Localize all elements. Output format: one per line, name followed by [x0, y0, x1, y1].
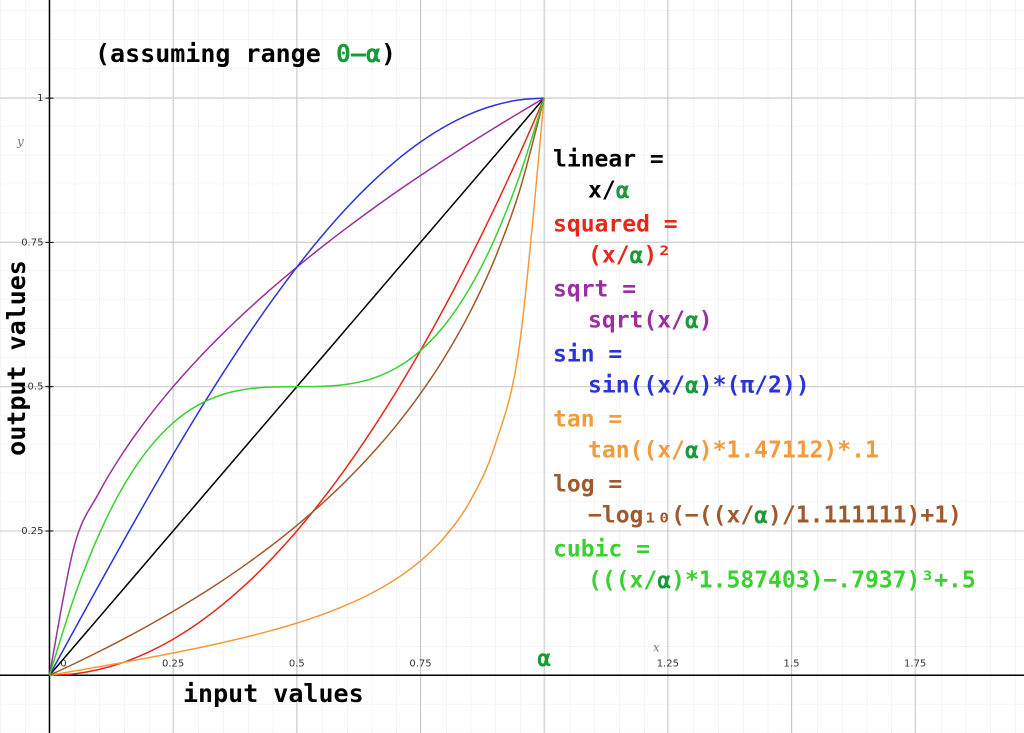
x-axis-label: x [653, 641, 660, 655]
x-tick-label: 1.5 [784, 658, 800, 669]
y-tick-label: 0.5 [28, 382, 44, 393]
y-axis-label: y [16, 135, 24, 149]
x-axis-title: input values [183, 679, 364, 708]
x-tick-label: 0 [60, 658, 66, 669]
series-line [48, 97, 545, 676]
legend-label: tan = [553, 407, 622, 433]
y-tick-label: 1 [37, 93, 43, 104]
x-tick-label: 1.25 [657, 658, 679, 669]
x-tick-label: 0.25 [162, 658, 184, 669]
chart-title: (assuming range 0–α) [95, 39, 396, 68]
series-line [49, 97, 545, 676]
legend-formula: x/α [588, 178, 630, 204]
legend-formula: tan((x/α)*1.47112)*.1 [588, 438, 879, 464]
legend-formula: −log₁₀(−((x/α)/1.111111)+1) [588, 503, 962, 529]
series-line [49, 98, 545, 677]
legend-formula: (x/α)² [588, 243, 671, 269]
x-tick-label: 0.5 [289, 658, 305, 669]
legend-label: sqrt = [553, 277, 636, 303]
legend-label: squared = [553, 212, 678, 238]
x-tick-label: α [537, 646, 551, 672]
legend-label: cubic = [553, 537, 650, 563]
legend-formula: sqrt(x/α) [588, 308, 713, 334]
x-tick-label: 0.75 [409, 658, 431, 669]
y-tick-label: 0.25 [21, 526, 43, 537]
legend-formula: sin((x/α)*(π/2)) [588, 373, 810, 399]
legend-label: log = [553, 472, 622, 498]
y-tick-label: 0.75 [21, 237, 43, 248]
series-line [48, 97, 545, 676]
series-line [49, 97, 545, 677]
legend-label: sin = [553, 342, 622, 368]
y-axis-title: output values [2, 260, 31, 456]
legend: linear = x/α squared = (x/α)² sqrt = sqrt(x/α… [553, 147, 976, 594]
plot-area [48, 97, 545, 677]
legend-formula: (((x/α)*1.587403)−.7937)³+.5 [588, 568, 976, 594]
x-tick-label: 1.75 [904, 658, 926, 669]
series-line [48, 97, 545, 676]
legend-label: linear = [553, 147, 664, 173]
